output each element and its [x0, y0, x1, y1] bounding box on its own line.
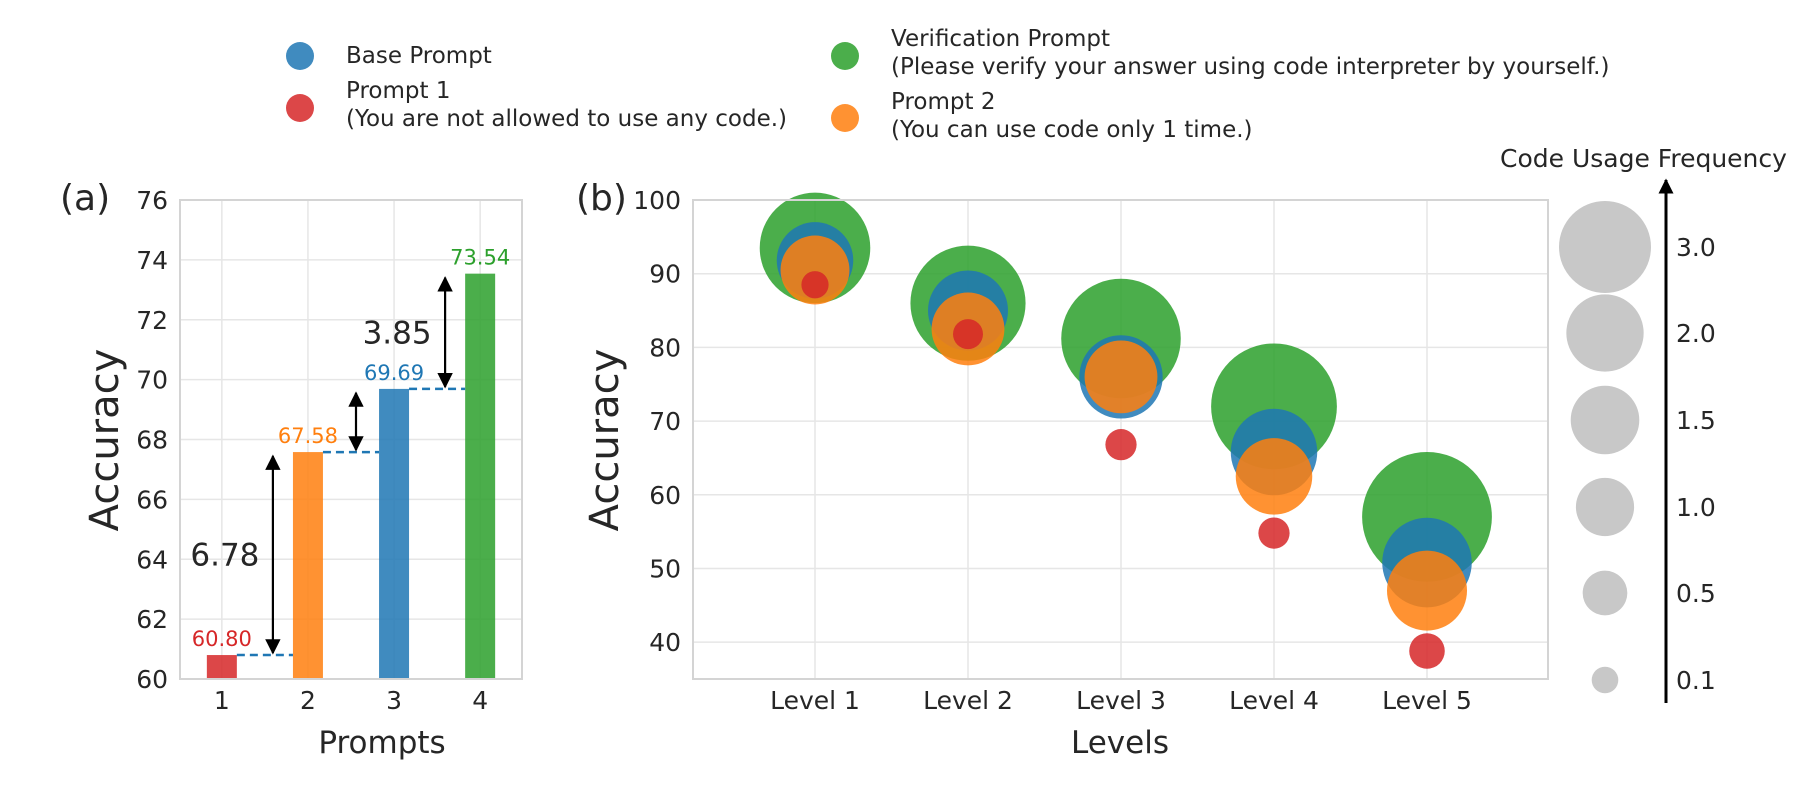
bar-value-label: 69.69 — [364, 361, 424, 385]
y-tick-label: 100 — [633, 186, 681, 215]
x-tick-label: Level 4 — [1229, 686, 1319, 715]
size-legend-label: 1.0 — [1676, 493, 1716, 522]
x-tick-label: Level 1 — [770, 686, 860, 715]
size-legend-marker — [1566, 294, 1644, 372]
y-tick-label: 70 — [136, 366, 168, 395]
bar-value-label: 73.54 — [450, 246, 510, 270]
size-legend: Code Usage Frequency 3.0 2.0 1.5 1.0 0.5 0.1 — [1500, 144, 1787, 703]
legend: Base Prompt Prompt 1 (You are not allowe… — [286, 26, 1609, 143]
panel-a-xlabel: Prompts — [318, 725, 445, 761]
legend-note-verification: (Please verify your answer using code in… — [891, 54, 1609, 80]
legend-note-prompt1: (You are not allowed to use any code.) — [346, 106, 787, 132]
y-tick-label: 76 — [136, 186, 168, 215]
axes-frame — [179, 199, 523, 680]
legend-note-prompt2: (You can use code only 1 time.) — [891, 117, 1253, 143]
legend-marker-verification — [831, 42, 859, 70]
size-legend-marker — [1591, 666, 1619, 694]
panel-a-ylabel: Accuracy — [82, 349, 128, 532]
y-tick-label: 66 — [136, 485, 168, 514]
bubble-point — [1084, 340, 1158, 414]
legend-label-prompt1: Prompt 1 — [346, 78, 450, 104]
bar — [292, 452, 323, 679]
bubble-point — [1105, 429, 1137, 461]
size-legend-marker — [1570, 385, 1640, 455]
difference-label: 3.85 — [363, 315, 432, 351]
panel-a: (a) Prompts Accuracy 60 62 64 66 68 70 72 74 76 1… — [60, 178, 523, 761]
y-tick-label: 72 — [136, 306, 168, 335]
y-tick-label: 60 — [136, 665, 168, 694]
size-legend-label: 3.0 — [1676, 233, 1716, 262]
y-tick-label: 90 — [649, 260, 681, 289]
legend-marker-base — [286, 42, 314, 70]
legend-label-verification: Verification Prompt — [891, 26, 1110, 52]
size-legend-marker — [1559, 201, 1651, 293]
bar-value-label: 60.80 — [192, 627, 252, 651]
y-tick-label: 40 — [649, 628, 681, 657]
x-tick-label: 2 — [300, 686, 316, 715]
size-legend-marker — [1582, 570, 1628, 616]
panel-b-label: (b) — [576, 178, 627, 219]
x-tick-label: 3 — [386, 686, 402, 715]
bubble-point — [780, 235, 850, 305]
bubble-point — [1387, 550, 1467, 631]
panel-b-ylabel: Accuracy — [582, 349, 628, 532]
size-legend-title: Code Usage Frequency — [1500, 144, 1787, 173]
size-legend-marker — [1575, 477, 1635, 537]
size-legend-label: 0.1 — [1676, 666, 1716, 695]
bar — [379, 388, 410, 679]
legend-label-prompt2: Prompt 2 — [891, 89, 995, 115]
bar-value-label: 67.58 — [278, 424, 338, 448]
legend-marker-prompt1 — [286, 94, 314, 122]
bubble-point — [1235, 438, 1313, 515]
size-legend-label: 0.5 — [1676, 579, 1716, 608]
y-tick-label: 74 — [136, 246, 168, 275]
bubble-point — [953, 319, 983, 350]
size-legend-label: 1.5 — [1676, 406, 1716, 435]
x-tick-label: Level 5 — [1382, 686, 1472, 715]
x-tick-label: Level 3 — [1076, 686, 1166, 715]
y-tick-label: 70 — [649, 407, 681, 436]
panel-a-label: (a) — [60, 178, 110, 219]
panel-b: (b) Levels Accuracy 40 50 60 70 80 90 100 Level… — [576, 178, 1549, 761]
bar — [206, 655, 237, 679]
bubble-point — [801, 271, 829, 299]
size-legend-label: 2.0 — [1676, 319, 1716, 348]
y-tick-label: 60 — [649, 481, 681, 510]
panel-b-xlabel: Levels — [1071, 725, 1169, 761]
difference-label: 6.78 — [190, 538, 259, 574]
bubble-point — [1258, 517, 1290, 549]
legend-label-base: Base Prompt — [346, 43, 492, 69]
x-tick-label: 1 — [214, 686, 230, 715]
y-tick-label: 62 — [136, 605, 168, 634]
x-tick-label: Level 2 — [923, 686, 1013, 715]
x-tick-label: 4 — [472, 686, 488, 715]
legend-marker-prompt2 — [831, 104, 859, 132]
y-tick-label: 50 — [649, 554, 681, 583]
bubble-point — [1409, 633, 1445, 669]
y-tick-label: 64 — [136, 545, 168, 574]
axes-frame — [692, 199, 1549, 680]
y-tick-label: 68 — [136, 426, 168, 455]
y-tick-label: 80 — [649, 333, 681, 362]
bar — [465, 273, 496, 679]
